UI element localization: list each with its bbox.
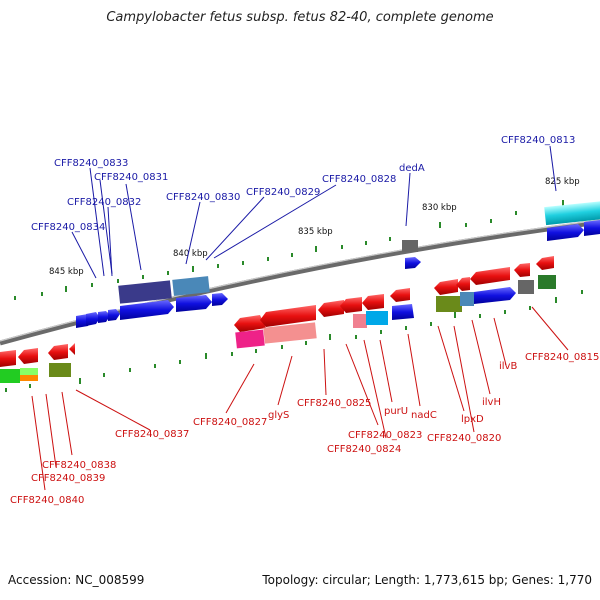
gene-0812[interactable] xyxy=(584,220,600,236)
label-glys[interactable]: glyS xyxy=(268,410,289,421)
scale-label-835: 835 kbp xyxy=(298,227,333,237)
label-cff8240-0830[interactable]: CFF8240_0830 xyxy=(166,192,240,203)
gene-0815[interactable] xyxy=(514,263,530,277)
reverse-genes xyxy=(0,256,556,383)
gene-0820-frame[interactable] xyxy=(460,292,474,306)
label-cff8240-0838[interactable]: CFF8240_0838 xyxy=(42,460,116,471)
gene-0832[interactable] xyxy=(98,311,110,323)
label-cff8240-0825[interactable]: CFF8240_0825 xyxy=(297,398,371,409)
gene-0813-frame[interactable] xyxy=(544,200,600,226)
label-cff8240-0813[interactable]: CFF8240_0813 xyxy=(501,135,575,146)
gene-0833[interactable] xyxy=(86,312,100,326)
gene-lpxd-frame[interactable] xyxy=(436,296,462,312)
gene-lpxd[interactable] xyxy=(474,287,516,304)
gene-0839[interactable] xyxy=(18,348,38,364)
gene-nadc[interactable] xyxy=(392,304,414,320)
gene-0823[interactable] xyxy=(340,297,362,313)
gene-deda-frame[interactable] xyxy=(402,240,418,252)
gene-ilvb-frame[interactable] xyxy=(538,275,556,289)
forward-genes xyxy=(76,200,600,328)
gene-0824-frame[interactable] xyxy=(353,314,367,328)
label-cff8240-0827[interactable]: CFF8240_0827 xyxy=(193,417,267,428)
label-cff8240-0823[interactable]: CFF8240_0823 xyxy=(348,430,422,441)
label-deda[interactable]: dedA xyxy=(399,163,425,174)
gene-0827[interactable] xyxy=(234,315,266,332)
red-leader-lines xyxy=(31,306,569,491)
gene-0830[interactable] xyxy=(176,295,212,312)
label-cff8240-0820[interactable]: CFF8240_0820 xyxy=(427,433,501,444)
gene-0840-frame[interactable] xyxy=(0,369,20,383)
gene-0831-frame[interactable] xyxy=(118,280,172,304)
accession-text: Accession: NC_008599 xyxy=(8,573,145,587)
label-cff8240-0834[interactable]: CFF8240_0834 xyxy=(31,222,105,233)
gene-puru[interactable] xyxy=(390,288,410,302)
gene-0839-frame[interactable] xyxy=(20,368,38,376)
gene-0838-frame[interactable] xyxy=(49,363,71,377)
gene-glys-frame[interactable] xyxy=(263,322,317,344)
gene-0830-frame[interactable] xyxy=(172,276,210,296)
label-cff8240-0837[interactable]: CFF8240_0837 xyxy=(115,429,189,440)
label-puru[interactable]: purU xyxy=(384,406,408,417)
label-nadc[interactable]: nadC xyxy=(411,410,437,421)
gene-0831[interactable] xyxy=(120,300,174,320)
label-cff8240-0815[interactable]: CFF8240_0815 xyxy=(525,352,599,363)
label-cff8240-0832[interactable]: CFF8240_0832 xyxy=(67,197,141,208)
gene-0820[interactable] xyxy=(434,279,458,295)
label-cff8240-0833[interactable]: CFF8240_0833 xyxy=(54,158,128,169)
gene-ilvb[interactable] xyxy=(470,267,510,285)
map-title: Campylobacter fetus subsp. fetus 82-40, … xyxy=(106,10,494,25)
gene-0825[interactable] xyxy=(318,300,344,317)
gene-deda[interactable] xyxy=(405,257,421,269)
blue-leader-lines xyxy=(71,145,557,279)
scale-ticks-upper xyxy=(14,200,564,300)
gene-0839-frame-b[interactable] xyxy=(20,375,38,381)
gene-0838[interactable] xyxy=(48,344,68,360)
gene-0829[interactable] xyxy=(212,293,228,306)
gene-ilvh[interactable] xyxy=(456,277,470,291)
label-cff8240-0828[interactable]: CFF8240_0828 xyxy=(322,174,396,185)
genome-summary-text: Topology: circular; Length: 1,773,615 bp… xyxy=(262,573,592,587)
gene-puru-frame[interactable] xyxy=(366,311,388,325)
label-cff8240-0839[interactable]: CFF8240_0839 xyxy=(31,473,105,484)
scale-ticks-lower xyxy=(5,290,583,392)
gene-0813[interactable] xyxy=(547,224,584,241)
label-cff8240-0829[interactable]: CFF8240_0829 xyxy=(246,187,320,198)
gene-0831b[interactable] xyxy=(108,309,120,321)
label-ilvh[interactable]: ilvH xyxy=(482,397,501,408)
label-ilvb[interactable]: ilvB xyxy=(499,361,517,372)
label-cff8240-0831[interactable]: CFF8240_0831 xyxy=(94,172,168,183)
label-cff8240-0840[interactable]: CFF8240_0840 xyxy=(10,495,84,506)
gene-0837-tip[interactable] xyxy=(69,343,75,355)
scale-label-825: 825 kbp xyxy=(545,177,580,187)
scale-label-830: 830 kbp xyxy=(422,203,457,213)
scale-label-840: 840 kbp xyxy=(173,249,208,259)
gene-glys[interactable] xyxy=(260,305,316,327)
gene-0827-frame[interactable] xyxy=(235,329,265,349)
label-cff8240-0824[interactable]: CFF8240_0824 xyxy=(327,444,401,455)
gene-ilvh-frame[interactable] xyxy=(518,280,534,294)
label-lpxd[interactable]: lpxD xyxy=(461,414,484,425)
scale-label-845: 845 kbp xyxy=(49,267,84,277)
gene-0814[interactable] xyxy=(536,256,554,270)
gene-0840[interactable] xyxy=(0,350,16,367)
gene-0824[interactable] xyxy=(362,294,384,310)
